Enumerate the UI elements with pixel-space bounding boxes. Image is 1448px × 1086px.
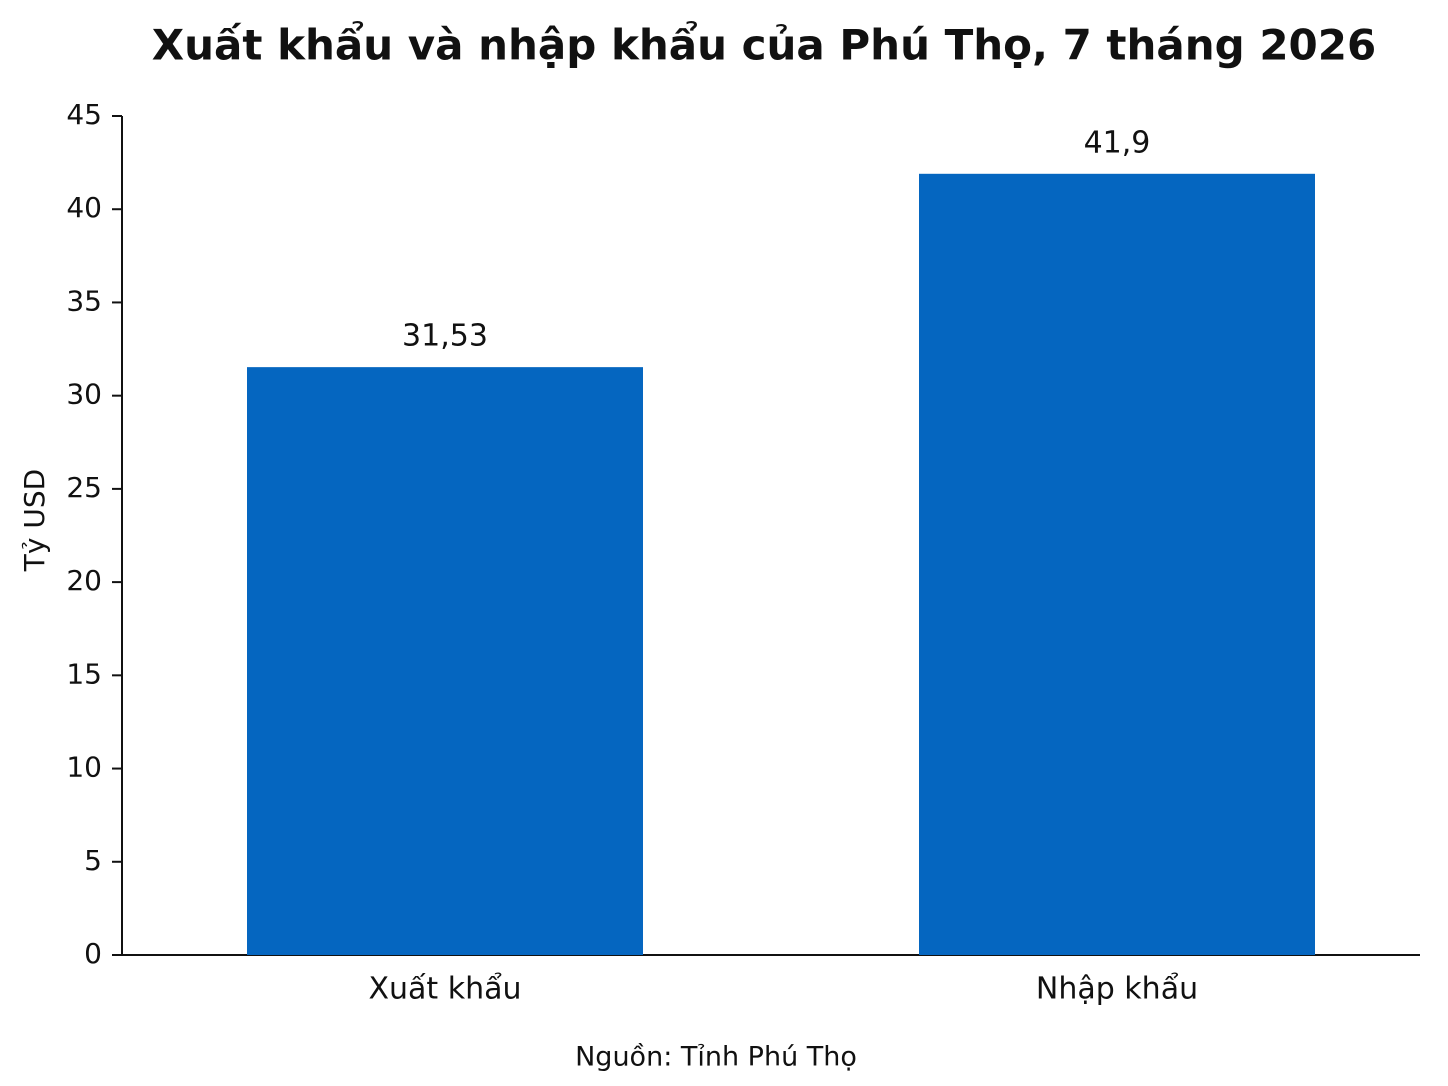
y-tick-label: 25 <box>66 471 102 504</box>
y-axis-label: Tỷ USD <box>18 469 51 572</box>
chart-title: Xuất khẩu và nhập khẩu của Phú Thọ, 7 th… <box>152 20 1376 70</box>
y-tick-label: 10 <box>66 751 102 784</box>
y-tick-label: 15 <box>66 657 102 690</box>
y-tick-label: 0 <box>84 937 102 970</box>
value-label: 31,53 <box>402 319 488 354</box>
y-tick-label: 20 <box>66 564 102 597</box>
source-note: Nguồn: Tỉnh Phú Thọ <box>575 1042 857 1073</box>
y-tick-label: 40 <box>66 191 102 224</box>
x-tick-label: Nhập khẩu <box>1036 971 1198 1007</box>
value-label: 41,9 <box>1084 125 1151 160</box>
bar <box>919 173 1315 955</box>
y-tick-label: 35 <box>66 284 102 317</box>
x-tick-label: Xuất khẩu <box>368 971 521 1007</box>
bar <box>247 367 643 956</box>
y-tick-label: 45 <box>66 98 102 131</box>
y-tick-label: 30 <box>66 378 102 411</box>
y-tick-label: 5 <box>84 844 102 877</box>
